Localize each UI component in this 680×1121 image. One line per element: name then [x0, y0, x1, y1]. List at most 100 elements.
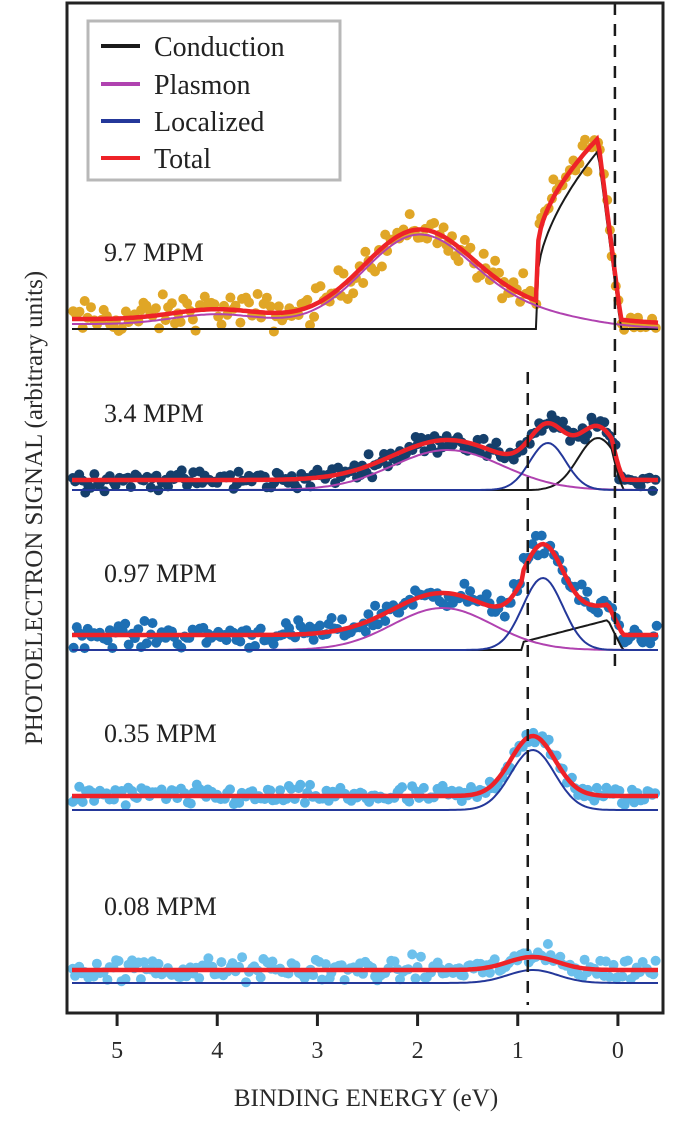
legend-item-plasmon: Plasmon	[101, 70, 250, 101]
legend-item-localized: Localized	[101, 107, 264, 138]
data-point	[187, 314, 198, 325]
data-point	[275, 785, 286, 796]
curve-total	[72, 541, 658, 638]
data-point	[133, 624, 144, 635]
data-point	[120, 618, 131, 629]
data-point	[194, 973, 205, 984]
data-point	[380, 616, 391, 626]
data-point	[465, 242, 476, 253]
spectrum-0.97-mpm: 0.97 MPM	[68, 530, 662, 654]
data-point	[326, 613, 337, 623]
curve-total	[72, 954, 658, 973]
legend-item-total: Total	[101, 144, 211, 175]
data-point	[79, 643, 90, 654]
data-point	[407, 949, 418, 960]
data-point	[235, 636, 246, 647]
data-point	[225, 292, 236, 303]
curve-localized	[72, 969, 658, 984]
curve-total	[72, 733, 658, 799]
data-point	[233, 466, 244, 477]
data-point	[360, 626, 371, 637]
data-point	[558, 416, 568, 427]
data-point	[360, 246, 371, 257]
data-point	[153, 958, 164, 969]
data-point	[320, 959, 331, 970]
data-point	[458, 970, 469, 981]
spectrum-label: 0.97 MPM	[104, 559, 217, 588]
data-point	[237, 952, 248, 963]
data-point	[484, 967, 495, 978]
data-point	[315, 281, 326, 292]
data-point	[338, 268, 349, 279]
data-point	[216, 957, 227, 968]
spectrum-label: 0.35 MPM	[104, 719, 217, 748]
data-point	[139, 616, 150, 626]
data-point	[305, 320, 315, 330]
data-point	[147, 618, 158, 629]
data-point	[305, 779, 315, 790]
data-point	[314, 620, 325, 631]
data-point	[185, 798, 196, 809]
data-point	[273, 301, 284, 312]
data-point	[156, 784, 167, 795]
curve-total	[72, 420, 658, 483]
data-point	[582, 586, 593, 597]
data-point	[120, 974, 131, 984]
legend-item-conduction: Conduction	[101, 32, 285, 63]
data-point	[295, 779, 306, 790]
data-point	[176, 642, 187, 653]
spectrum-label: 0.08 MPM	[104, 892, 217, 921]
data-point	[286, 783, 297, 794]
legend: Conduction Plasmon Localized Total	[86, 19, 342, 182]
curve-localized	[72, 748, 658, 811]
legend-label-total: Total	[154, 144, 211, 175]
legend-label-conduction: Conduction	[154, 32, 285, 63]
data-point	[225, 470, 236, 481]
x-tick-label-0: 0	[612, 1038, 624, 1064]
data-point	[494, 267, 504, 278]
data-point	[166, 298, 177, 309]
data-point	[176, 465, 187, 476]
data-point	[77, 322, 88, 333]
data-point	[299, 797, 310, 808]
data-point	[267, 956, 278, 967]
data-point	[225, 784, 235, 795]
data-point	[68, 642, 79, 653]
data-point	[555, 951, 566, 962]
legend-label-plasmon: Plasmon	[154, 70, 250, 101]
curve-total	[72, 134, 659, 325]
data-point	[576, 579, 587, 590]
data-point	[265, 785, 276, 796]
data-point	[99, 486, 110, 497]
y-axis-title: PHOTOELECTRON SIGNAL (arbitrary units)	[21, 271, 48, 745]
spectrum-9.7-mpm: 9.7 MPM	[68, 134, 661, 337]
spectrum-0.35-mpm: 0.35 MPM	[67, 719, 661, 811]
data-point	[358, 278, 369, 288]
data-point	[580, 134, 590, 145]
curve-localized	[72, 441, 658, 491]
data-point	[579, 954, 590, 965]
data-point	[190, 325, 201, 336]
data-point	[404, 209, 415, 220]
data-point	[302, 294, 313, 305]
spectrum-0.08-mpm: 0.08 MPM	[67, 892, 661, 988]
data-point	[363, 609, 374, 620]
data-point	[308, 970, 319, 981]
data-point	[309, 311, 320, 322]
legend-label-localized: Localized	[154, 107, 264, 138]
data-point	[438, 222, 449, 233]
data-point	[221, 635, 232, 646]
data-point	[250, 641, 260, 651]
data-point	[102, 635, 113, 646]
x-tick-label-1: 1	[512, 1038, 524, 1064]
data-point	[135, 974, 146, 985]
data-point	[389, 956, 400, 967]
x-tick-label-5: 5	[111, 1038, 123, 1064]
data-point	[453, 256, 464, 267]
x-tick-label-3: 3	[311, 1038, 323, 1064]
spectrum-label: 9.7 MPM	[104, 238, 204, 267]
data-point	[157, 289, 168, 300]
data-point	[255, 623, 266, 634]
data-point	[536, 530, 547, 541]
